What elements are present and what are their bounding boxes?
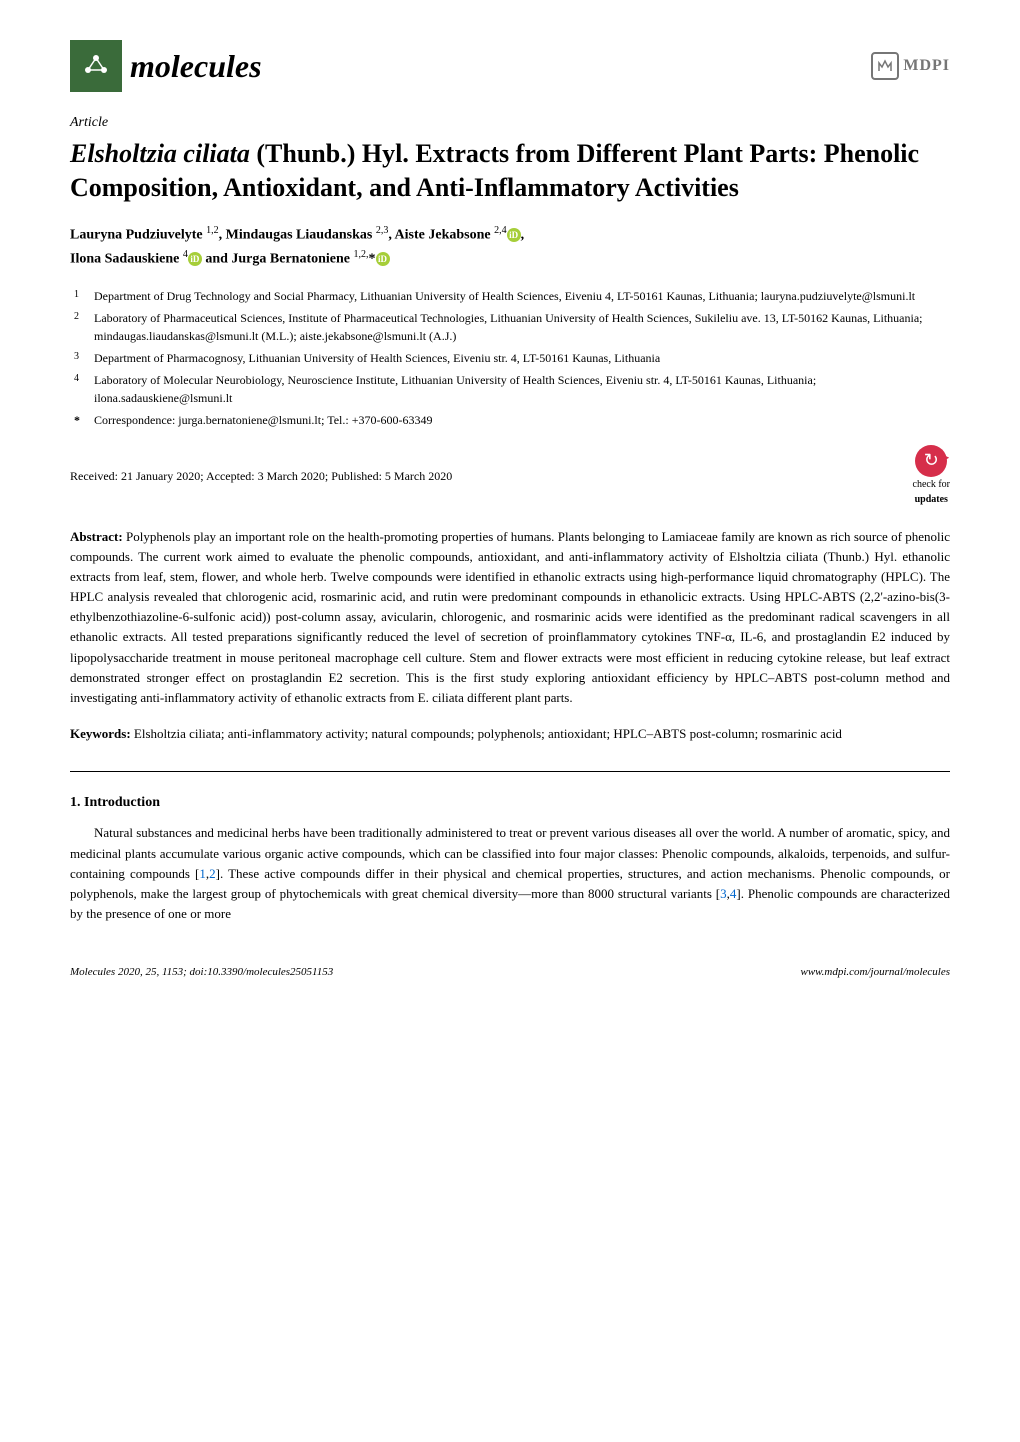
affiliation-item: 3Department of Pharmacognosy, Lithuanian… [94, 349, 950, 367]
check-for-updates[interactable]: ↻ check for updates [913, 445, 950, 507]
affil-num: 2 [74, 309, 94, 345]
dates-row: Received: 21 January 2020; Accepted: 3 M… [70, 445, 950, 507]
journal-logo: molecules [70, 40, 262, 92]
molecules-logo-icon [70, 40, 122, 92]
affiliation-item: 2Laboratory of Pharmaceutical Sciences, … [94, 309, 950, 345]
intro-paragraph: Natural substances and medicinal herbs h… [70, 823, 950, 924]
section-divider [70, 771, 950, 772]
affil-text: Laboratory of Pharmaceutical Sciences, I… [94, 309, 950, 345]
orcid-icon: iD [507, 228, 521, 242]
page-footer: Molecules 2020, 25, 1153; doi:10.3390/mo… [70, 964, 950, 981]
authors-block: Lauryna Pudziuvelyte 1,2, Mindaugas Liau… [70, 223, 950, 271]
abstract-label: Abstract: [70, 529, 123, 544]
publisher-logo: MDPI [871, 52, 950, 80]
author-2-affil: 2,3 [376, 225, 389, 236]
check-updates-icon: ↻ [915, 445, 947, 477]
footer-url: www.mdpi.com/journal/molecules [800, 964, 950, 981]
orcid-icon: iD [188, 252, 202, 266]
check-updates-label1: check for [913, 477, 950, 492]
affiliations-block: 1Department of Drug Technology and Socia… [70, 287, 950, 429]
abstract-text: Polyphenols play an important role on th… [70, 529, 950, 705]
mdpi-mark-icon [876, 57, 894, 75]
header-row: molecules MDPI [70, 40, 950, 92]
affil-num: 1 [74, 287, 94, 305]
author-sep3: , [521, 227, 525, 242]
affiliation-item: 4Laboratory of Molecular Neurobiology, N… [94, 371, 950, 407]
author-1-affil: 1,2 [206, 225, 219, 236]
abstract-block: Abstract: Polyphenols play an important … [70, 527, 950, 708]
affiliation-item: *Correspondence: jurga.bernatoniene@lsmu… [94, 411, 950, 429]
author-sep: , Mindaugas Liaudanskas [219, 227, 376, 242]
corresponding-star: * [369, 251, 376, 266]
affil-text: Department of Pharmacognosy, Lithuanian … [94, 349, 660, 367]
keywords-block: Keywords: Elsholtzia ciliata; anti-infla… [70, 724, 950, 744]
affil-num: 3 [74, 349, 94, 367]
article-type: Article [70, 112, 950, 133]
author-3-affil: 2,4 [494, 225, 507, 236]
affil-num: 4 [74, 371, 94, 407]
mdpi-icon [871, 52, 899, 80]
affil-text: Department of Drug Technology and Social… [94, 287, 915, 305]
affil-text: Correspondence: jurga.bernatoniene@lsmun… [94, 411, 432, 429]
check-updates-label2: updates [915, 492, 948, 507]
author-sep2: , Aiste Jekabsone [388, 227, 494, 242]
author-sep4: and Jurga Bernatoniene [202, 251, 354, 266]
molecule-icon [78, 48, 114, 84]
affil-text: Laboratory of Molecular Neurobiology, Ne… [94, 371, 950, 407]
section-heading: 1. Introduction [70, 792, 950, 813]
journal-name: molecules [130, 42, 262, 90]
publication-dates: Received: 21 January 2020; Accepted: 3 M… [70, 467, 452, 485]
orcid-icon: iD [376, 252, 390, 266]
author-4: Ilona Sadauskiene [70, 251, 183, 266]
footer-citation: Molecules 2020, 25, 1153; doi:10.3390/mo… [70, 964, 333, 981]
affiliation-item: 1Department of Drug Technology and Socia… [94, 287, 950, 305]
author-5-affil: 1,2, [354, 249, 369, 260]
author-1: Lauryna Pudziuvelyte [70, 227, 206, 242]
affil-num: * [74, 411, 94, 429]
keywords-label: Keywords: [70, 726, 131, 741]
keywords-text: Elsholtzia ciliata; anti-inflammatory ac… [131, 726, 842, 741]
article-title: Elsholtzia ciliata (Thunb.) Hyl. Extract… [70, 137, 950, 205]
publisher-name: MDPI [903, 54, 950, 78]
